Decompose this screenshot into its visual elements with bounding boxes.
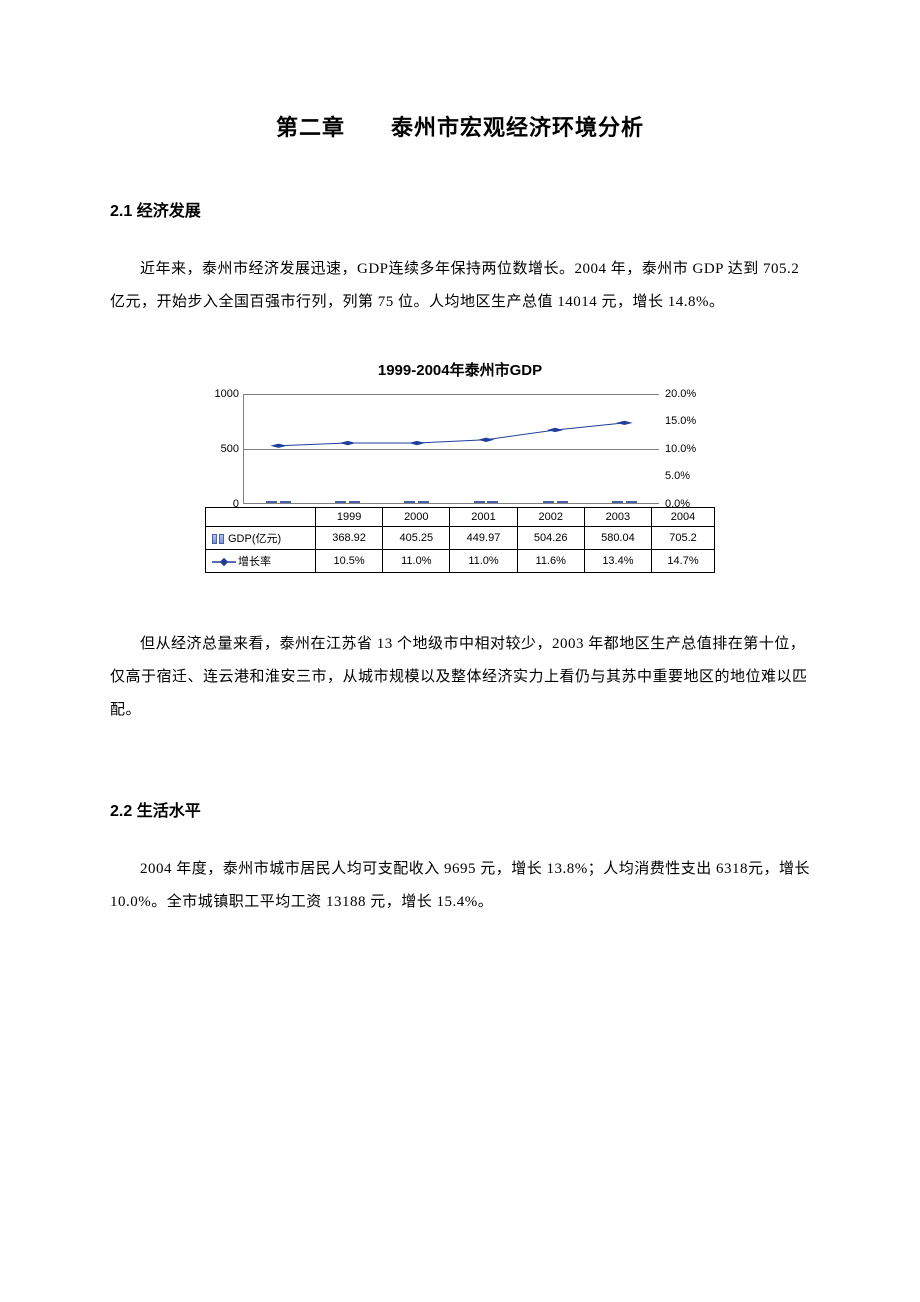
growth-line	[244, 394, 659, 503]
table-cell: 11.0%	[383, 550, 450, 573]
section-21-title: 2.1 经济发展	[110, 197, 810, 221]
y-right-tick: 0.0%	[665, 498, 690, 510]
table-cell: 2004	[652, 508, 715, 527]
table-cell: 14.7%	[652, 550, 715, 573]
gdp-chart: 1999-2004年泰州市GDP 1000 500 0 20.0% 15.0% …	[205, 359, 715, 573]
table-cell: 11.0%	[450, 550, 517, 573]
table-cell: 10.5%	[316, 550, 383, 573]
chart-title: 1999-2004年泰州市GDP	[205, 359, 715, 380]
document-page: 第二章 泰州市宏观经济环境分析 2.1 经济发展 近年来，泰州市经济发展迅速，G…	[0, 0, 920, 1019]
chart-data-table: 1999 2000 2001 2002 2003 2004 GDP(亿元) 36…	[205, 507, 715, 573]
table-cell: 1999	[316, 508, 383, 527]
y-axis-left: 1000 500 0	[205, 390, 243, 504]
legend-growth-label: 增长率	[238, 556, 271, 568]
bar-legend-icon	[212, 534, 224, 544]
table-cell: 368.92	[316, 527, 383, 550]
chart-plot-area: 1000 500 0 20.0% 15.0% 10.0% 5.0% 0.0%	[205, 390, 715, 508]
chapter-title: 第二章 泰州市宏观经济环境分析	[110, 110, 810, 142]
section-22-para-1: 2004 年度，泰州市城市居民人均可支配收入 9695 元，增长 13.8%；人…	[110, 853, 810, 919]
y-left-tick: 0	[233, 498, 239, 510]
y-right-tick: 20.0%	[665, 388, 696, 400]
table-row-years: 1999 2000 2001 2002 2003 2004	[206, 508, 715, 527]
y-right-tick: 5.0%	[665, 470, 690, 482]
table-cell: 504.26	[517, 527, 584, 550]
table-row-growth: 增长率 10.5% 11.0% 11.0% 11.6% 13.4% 14.7%	[206, 550, 715, 573]
table-cell: 2001	[450, 508, 517, 527]
plot-region	[243, 394, 659, 504]
table-blank-header	[206, 508, 316, 527]
table-cell: 13.4%	[584, 550, 651, 573]
y-axis-right: 20.0% 15.0% 10.0% 5.0% 0.0%	[659, 390, 715, 504]
table-cell: 2002	[517, 508, 584, 527]
table-row-gdp: GDP(亿元) 368.92 405.25 449.97 504.26 580.…	[206, 527, 715, 550]
legend-gdp: GDP(亿元)	[206, 527, 316, 550]
table-cell: 705.2	[652, 527, 715, 550]
table-cell: 580.04	[584, 527, 651, 550]
table-cell: 405.25	[383, 527, 450, 550]
y-right-tick: 10.0%	[665, 443, 696, 455]
section-21-para-1: 近年来，泰州市经济发展迅速，GDP连续多年保持两位数增长。2004 年，泰州市 …	[110, 253, 810, 319]
section-22-title: 2.2 生活水平	[110, 797, 810, 821]
y-right-tick: 15.0%	[665, 415, 696, 427]
table-cell: 2000	[383, 508, 450, 527]
legend-gdp-label: GDP(亿元)	[228, 533, 281, 545]
y-left-tick: 1000	[215, 388, 239, 400]
table-cell: 2003	[584, 508, 651, 527]
table-cell: 11.6%	[517, 550, 584, 573]
table-cell: 449.97	[450, 527, 517, 550]
section-21-para-2: 但从经济总量来看，泰州在江苏省 13 个地级市中相对较少，2003 年都地区生产…	[110, 628, 810, 727]
line-legend-icon	[212, 557, 236, 567]
y-left-tick: 500	[221, 443, 239, 455]
legend-growth: 增长率	[206, 550, 316, 573]
